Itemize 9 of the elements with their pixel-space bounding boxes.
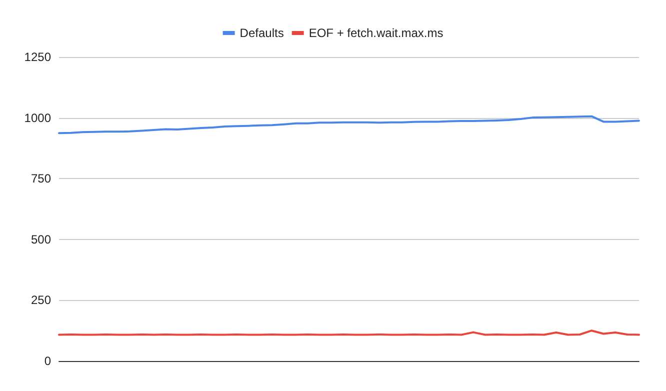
y-tick-label: 1250 (24, 50, 52, 64)
legend-label: Defaults (240, 26, 284, 40)
line-series (58, 115, 640, 134)
y-tick-label: 500 (30, 232, 52, 246)
y-tick-label: 750 (30, 172, 52, 186)
legend-label: EOF + fetch.wait.max.ms (308, 26, 444, 40)
y-tick-label: 0 (44, 354, 52, 368)
y-tick-label: 250 (30, 293, 52, 308)
y-tick-label: 1000 (24, 110, 52, 125)
